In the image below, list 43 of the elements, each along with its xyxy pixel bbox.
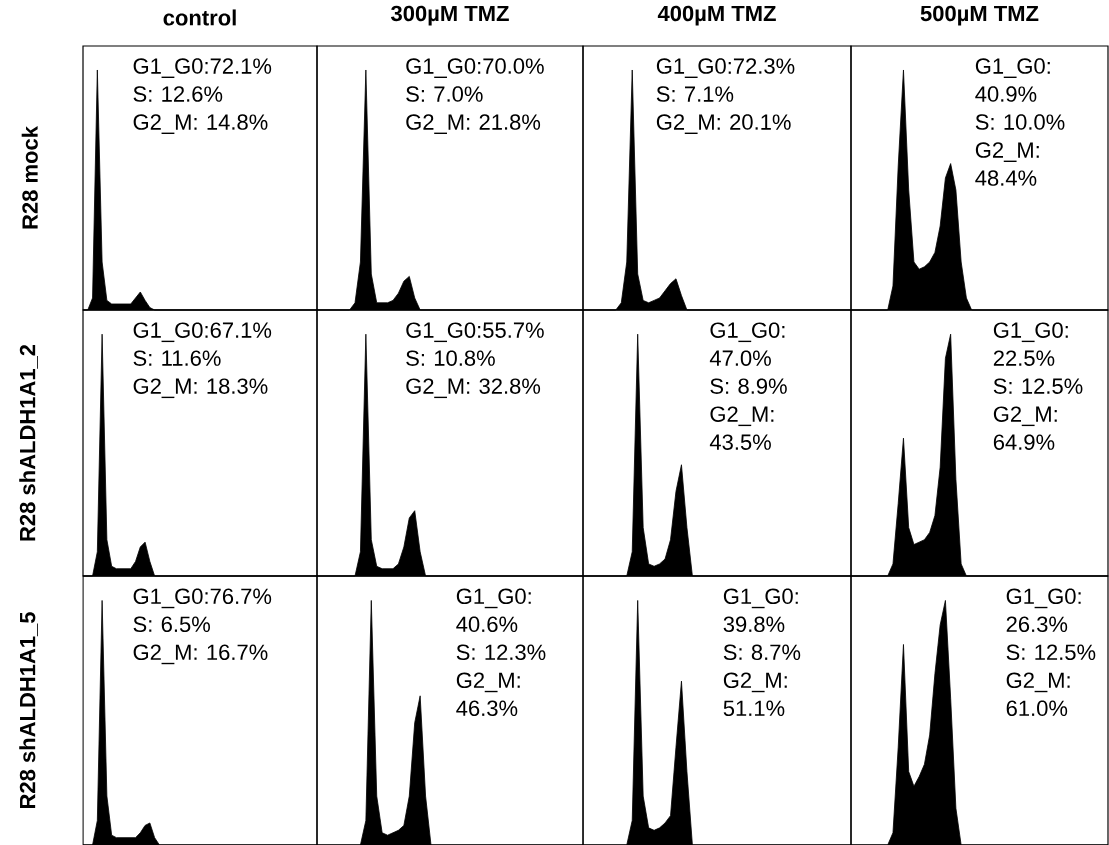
annotation: G2_M: 32.8% (406, 378, 541, 399)
annotation: S: 12.5% (993, 378, 1083, 394)
annotation: G1_G0:67.1% (133, 322, 272, 343)
annotation: G2_M: 43.5% (709, 406, 774, 450)
annotation: G1_G0:72.1% (133, 58, 272, 78)
annotation: G2_M: 64.9% (993, 406, 1057, 450)
annotation: S: 11.6% (133, 350, 221, 366)
chart-title: 500µM TMZ (920, 5, 1039, 26)
annotation: G1_G0:55.7% (406, 322, 544, 343)
annotation: G2_M: 14.8% (133, 114, 268, 134)
chart-title: 300µM TMZ (390, 5, 509, 26)
annotation: G2_M: 51.1% (723, 672, 787, 717)
annotation: S: 10.8% (406, 350, 495, 366)
annotation: S: 7.1% (656, 86, 734, 102)
y-axis-title: R28 shALDH1A1_2 (19, 344, 38, 541)
annotation: G1_G0: 26.3% (1006, 588, 1081, 633)
annotation: G2_M: 16.7% (133, 644, 268, 665)
y-axis-title: R28 mock (21, 126, 38, 229)
annotation: G2_M: 21.8% (406, 114, 541, 134)
annotation: G1_G0: 39.8% (723, 588, 798, 633)
annotation: G2_M: 46.3% (456, 672, 520, 717)
annotation: S: 8.7% (723, 644, 801, 661)
annotation: S: 8.9% (710, 378, 787, 394)
annotation: S: 12.6% (133, 86, 223, 102)
annotation: G2_M: 18.3% (133, 378, 268, 399)
annotation: G2_M: 20.1% (656, 114, 791, 134)
annotation: G1_G0:72.3% (656, 58, 795, 78)
annotation: G2_M: 61.0% (1006, 672, 1070, 717)
chart-title: control (163, 9, 236, 26)
y-axis-title: R28 shALDH1A1_5 (19, 612, 38, 809)
annotation: G2_M: 48.4% (975, 142, 1039, 186)
annotation: G1_G0:70.0% (406, 58, 544, 78)
chart-title: 400µM TMZ (657, 5, 776, 26)
annotation: S: 7.0% (406, 86, 483, 102)
annotation: G1_G0: 47.0% (709, 322, 785, 366)
annotation: G1_G0: 22.5% (993, 322, 1068, 366)
annotation: S: 12.5% (1006, 644, 1096, 661)
annotation: G1_G0: 40.6% (456, 588, 531, 633)
annotation: S: 6.5% (133, 616, 210, 633)
annotation: S: 10.0% (975, 114, 1065, 130)
annotation: S: 12.3% (456, 644, 546, 661)
annotation: G1_G0:76.7% (133, 588, 272, 609)
annotation: G1_G0: 40.9% (975, 58, 1050, 102)
